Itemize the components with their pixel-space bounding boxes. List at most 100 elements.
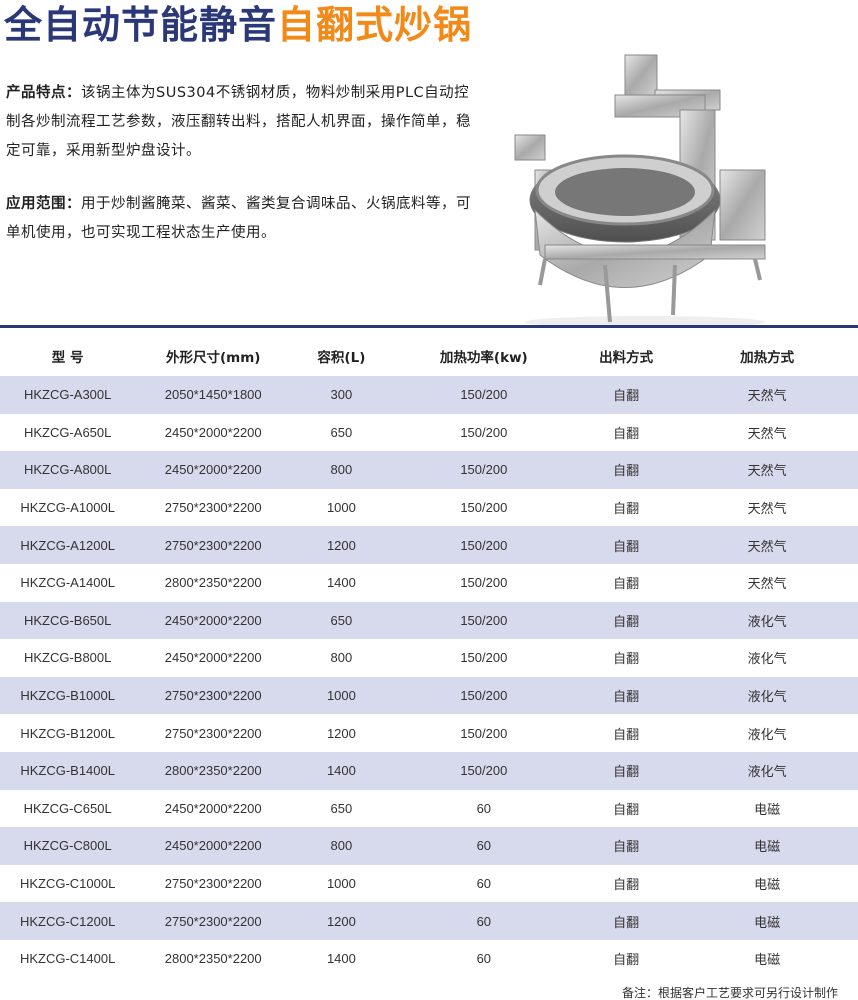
cell-capacity: 800 (291, 451, 392, 489)
cell-model: HKZCG-A1200L (0, 526, 136, 564)
table-row: HKZCG-A300L 2050*1450*1800 300 150/200 自翻 天然气 (0, 376, 858, 414)
cell-heating: 天然气 (747, 425, 787, 441)
cell-capacity: 650 (291, 601, 392, 640)
cell-power: 150/200 (391, 676, 576, 715)
cell-capacity: 650 (330, 800, 353, 816)
cell-discharge: 自翻 (613, 877, 640, 893)
cell-heating: 天然气 (676, 376, 858, 414)
cell-capacity: 1200 (291, 526, 392, 564)
cell-discharge: 自翻 (575, 902, 677, 940)
cell-power: 60 (476, 951, 492, 967)
table-row: HKZCG-A1200L 2750*2300*2200 1200 150/200 自翻天… (0, 526, 858, 564)
cell-model: HKZCG-B800L (23, 650, 112, 666)
cell-capacity: 1000 (326, 500, 356, 516)
cell-dimensions: 2750*2300*2200 (164, 876, 262, 892)
table-row: HKZCG-B1400L 2800*2350*2200 1400 150/200 自翻液… (0, 751, 858, 790)
cell-heating: 电磁 (754, 801, 781, 817)
applications-label: 应用范围： (6, 196, 81, 212)
cell-power: 150/200 (460, 424, 508, 440)
cell-power: 150/200 (391, 751, 576, 790)
cell-heating: 液化气 (747, 651, 787, 667)
cell-power: 150/200 (391, 451, 576, 489)
cell-heating: 液化气 (676, 751, 858, 790)
table-row: HKZCG-B650L 2450*2000*2200 650 150/200 自翻 液化气 (0, 601, 858, 640)
cell-model: HKZCG-C800L (0, 827, 136, 865)
cell-model: HKZCG-A650L (23, 424, 112, 440)
cell-heating: 液化气 (676, 601, 858, 640)
applications-text: 用于炒制酱腌菜、酱菜、酱类复合调味品、火锅底料等，可单机使用，也可实现工程状态生… (6, 196, 471, 241)
cell-dimensions: 2450*2000*2200 (164, 800, 262, 816)
spec-table: 型 号 外形尺寸(mm) 容积(L) 加热功率(kw) 出料方式 加热方式 HK… (0, 336, 858, 978)
cell-heating: 电磁 (754, 952, 781, 968)
cell-model: HKZCG-C1000L (19, 876, 116, 892)
cell-model: HKZCG-B1200L (20, 725, 115, 741)
table-row: HKZCG-C650L 2450*2000*2200 650 60 自翻 电磁 (0, 790, 858, 828)
table-row: HKZCG-B800L 2450*2000*2200 800 150/200 自翻 液化气 (0, 639, 858, 677)
table-row: HKZCG-C1000L 2750*2300*2200 1000 60 自翻 电磁 (0, 865, 858, 903)
header-dimensions: 外形尺寸(mm) (165, 350, 261, 366)
cell-power: 150/200 (391, 526, 576, 564)
cell-model: HKZCG-B650L (0, 601, 136, 640)
cell-capacity: 650 (330, 424, 353, 440)
cell-power: 60 (476, 800, 492, 816)
cell-discharge: 自翻 (613, 425, 640, 441)
cell-capacity: 300 (291, 376, 392, 414)
cell-discharge: 自翻 (575, 526, 677, 564)
cell-capacity: 800 (330, 650, 353, 666)
cell-dimensions: 2800*2350*2200 (164, 951, 262, 967)
cell-capacity: 1400 (326, 575, 356, 591)
table-row: HKZCG-A1400L 2800*2350*2200 1400 150/200 自翻 天… (0, 564, 858, 602)
header-heating: 加热方式 (740, 350, 795, 366)
table-row: HKZCG-B1200L 2750*2300*2200 1200 150/200 自翻 液… (0, 714, 858, 752)
table-row: HKZCG-C800L 2450*2000*2200 800 60 自翻 电磁 (0, 827, 858, 865)
cell-power: 150/200 (460, 500, 508, 516)
cell-discharge: 自翻 (613, 501, 640, 517)
cooking-pot-machine-image (514, 54, 766, 328)
cell-dimensions: 2450*2000*2200 (135, 601, 292, 640)
table-row: HKZCG-C1200L 2750*2300*2200 1200 60 自翻 电磁 (0, 902, 858, 940)
cell-capacity: 1400 (326, 951, 356, 967)
cell-heating: 天然气 (747, 501, 787, 517)
cell-heating: 电磁 (676, 827, 858, 865)
cell-model: HKZCG-A800L (0, 451, 136, 489)
cell-heating: 液化气 (747, 726, 787, 742)
cell-dimensions: 2750*2300*2200 (135, 902, 292, 940)
cell-discharge: 自翻 (613, 651, 640, 667)
cell-model: HKZCG-B1000L (0, 676, 136, 715)
cell-model: HKZCG-C650L (23, 800, 112, 816)
applications-paragraph: 应用范围：用于炒制酱腌菜、酱菜、酱类复合调味品、火锅底料等，可单机使用，也可实现… (6, 190, 481, 248)
cell-dimensions: 2450*2000*2200 (164, 424, 262, 440)
features-label: 产品特点： (6, 85, 81, 101)
cell-power: 60 (391, 827, 576, 865)
title-part-1: 全自动节能静音 (4, 3, 278, 47)
cell-discharge: 自翻 (613, 726, 640, 742)
cell-heating: 液化气 (676, 676, 858, 715)
cell-discharge: 自翻 (575, 451, 677, 489)
cell-heating: 天然气 (676, 451, 858, 489)
cell-capacity: 1000 (291, 676, 392, 715)
cell-power: 150/200 (391, 376, 576, 414)
header-model: 型 号 (51, 350, 84, 366)
cell-power: 60 (391, 902, 576, 940)
cell-discharge: 自翻 (575, 601, 677, 640)
cell-power: 150/200 (391, 601, 576, 640)
table-header-row: 型 号 外形尺寸(mm) 容积(L) 加热功率(kw) 出料方式 加热方式 (0, 336, 858, 376)
cell-model: HKZCG-A1400L (20, 575, 115, 591)
cell-dimensions: 2750*2300*2200 (135, 676, 292, 715)
cell-capacity: 1400 (291, 751, 392, 790)
section-divider (0, 325, 858, 328)
cell-capacity: 800 (291, 827, 392, 865)
cell-capacity: 1000 (326, 876, 356, 892)
cell-model: HKZCG-A300L (0, 376, 136, 414)
cell-model: HKZCG-C1200L (0, 902, 136, 940)
cell-capacity: 1200 (326, 725, 356, 741)
header-power: 加热功率(kw) (439, 350, 528, 366)
cell-dimensions: 2450*2000*2200 (164, 650, 262, 666)
header-discharge: 出料方式 (599, 350, 654, 366)
cell-discharge: 自翻 (613, 952, 640, 968)
page-title: 全自动节能静音自翻式炒锅 (4, 2, 472, 48)
features-paragraph: 产品特点：该锅主体为SUS304不锈钢材质，物料炒制采用PLC自动控制各炒制流程… (6, 79, 481, 166)
cell-power: 150/200 (460, 725, 508, 741)
table-row: HKZCG-A1000L 2750*2300*2200 1000 150/200 自翻 天… (0, 489, 858, 527)
